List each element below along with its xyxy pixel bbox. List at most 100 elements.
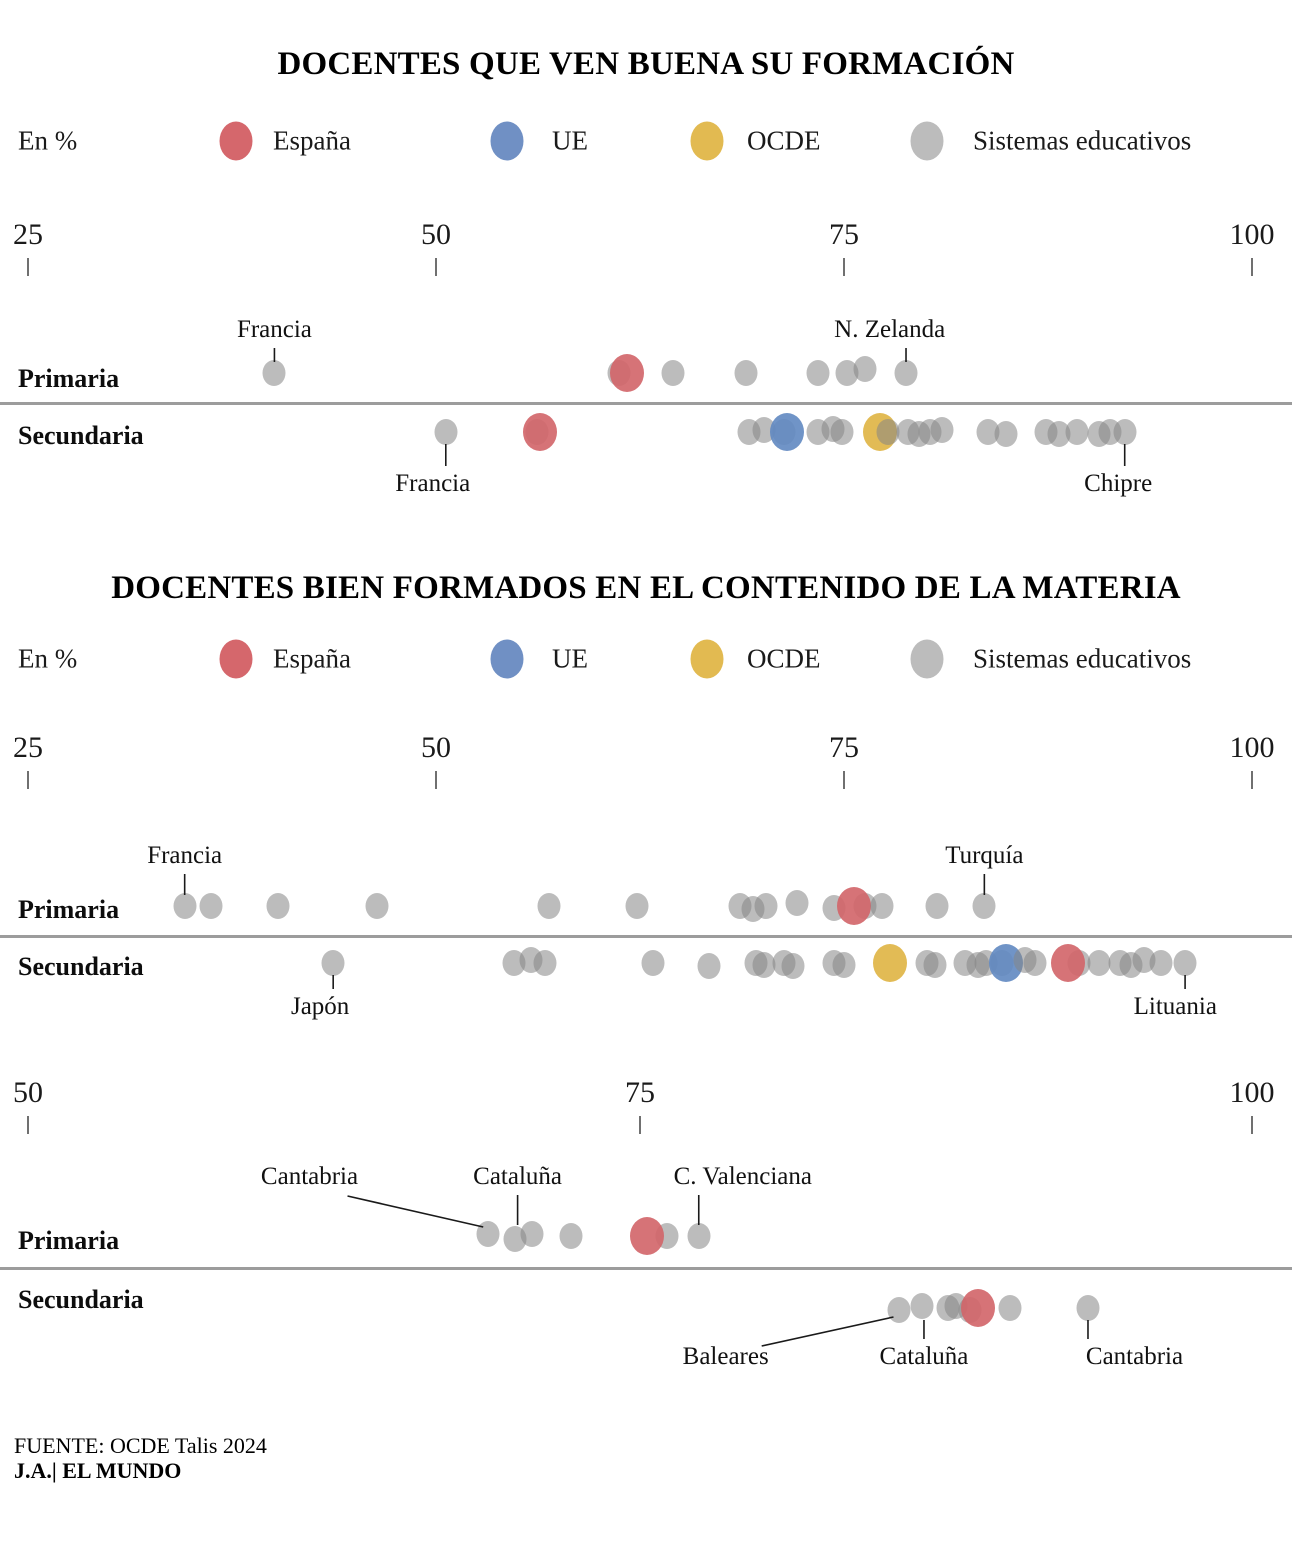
legend-dot-sistemas-educativos (910, 121, 944, 161)
data-point-sistema (173, 893, 197, 919)
chart1-title: DOCENTES QUE VEN BUENA SU FORMACIÓN (277, 46, 1015, 82)
legend-dot-sistemas-educativos (910, 639, 944, 679)
axis-tick-label: 25 (13, 218, 43, 251)
data-point-sistema (1047, 421, 1071, 447)
data-point-es (836, 887, 871, 925)
legend-label-ue: UE (552, 125, 588, 156)
data-point-sistema (734, 360, 758, 386)
annotation-francia: Francia (395, 470, 471, 497)
legend-unit-label: En % (18, 125, 78, 156)
data-point-sistema (533, 950, 557, 976)
data-point-ue (769, 413, 804, 451)
legend-label-ue: UE (552, 643, 588, 674)
data-point-sistema (559, 1223, 583, 1249)
legend-dot-ocde (690, 639, 724, 679)
legend-unit-label: En % (18, 643, 78, 674)
data-point-es (523, 413, 558, 451)
legend-dot-espa-a (219, 639, 253, 679)
data-point-sistema (476, 1221, 500, 1247)
annotation-catalu-a: Cataluña (473, 1163, 563, 1190)
row-divider (0, 935, 1292, 938)
annotation-c-valenciana: C. Valenciana (673, 1163, 813, 1190)
legend-label-sistemas-educativos: Sistemas educativos (973, 643, 1192, 674)
axis-tick-label: 75 (829, 218, 859, 251)
data-point-sistema (199, 893, 223, 919)
legend-label-espa-a: España (273, 125, 351, 156)
row-label-primaria: Primaria (18, 364, 120, 393)
annotation-cantabria: Cantabria (1085, 1343, 1184, 1370)
data-point-sistema (1149, 950, 1173, 976)
axis-tick (435, 258, 437, 276)
annotation-line (347, 1195, 484, 1228)
annotation-chipre: Chipre (1084, 470, 1153, 497)
data-point-sistema (321, 950, 345, 976)
data-point-sistema (1065, 419, 1089, 445)
data-point-es (630, 1217, 665, 1255)
legend-label-sistemas-educativos: Sistemas educativos (973, 125, 1192, 156)
axis-tick (27, 1116, 29, 1134)
data-point-sistema (785, 890, 809, 916)
data-point-sistema (876, 419, 900, 445)
data-point-sistema (752, 417, 776, 443)
legend-dot-ue (490, 639, 524, 679)
row-divider (0, 402, 1292, 405)
data-point-sistema (998, 1295, 1022, 1321)
source-note: FUENTE: OCDE Talis 2024 (14, 1433, 267, 1458)
annotation-lituania: Lituania (1133, 993, 1217, 1020)
data-point-sistema (434, 419, 458, 445)
data-point-sistema (537, 893, 561, 919)
annotation-francia: Francia (236, 316, 312, 343)
axis-tick-label: 100 (1229, 218, 1275, 251)
data-point-sistema (1087, 950, 1111, 976)
row-label-secundaria: Secundaria (18, 952, 144, 981)
data-point-sistema (994, 421, 1018, 447)
data-point-sistema (661, 360, 685, 386)
data-point-sistema (870, 893, 894, 919)
axis-tick (1251, 771, 1253, 789)
data-point-sistema (641, 950, 665, 976)
annotation-line (761, 1316, 894, 1347)
annotation-cantabria: Cantabria (260, 1163, 359, 1190)
data-point-sistema (1076, 1295, 1100, 1321)
axis-tick-label: 50 (421, 731, 451, 764)
data-point-sistema (687, 1223, 711, 1249)
legend-dot-ocde (690, 121, 724, 161)
axis-tick-label: 75 (829, 731, 859, 764)
credit-note: J.A.| EL MUNDO (14, 1458, 182, 1483)
data-point-sistema (781, 953, 805, 979)
annotation-baleares: Baleares (682, 1343, 769, 1370)
axis-tick-label: 25 (13, 731, 43, 764)
data-point-sistema (625, 893, 649, 919)
axis-tick (435, 771, 437, 789)
axis-tick-label: 75 (625, 1076, 655, 1109)
data-point-sistema (520, 1221, 544, 1247)
data-point-sistema (830, 419, 854, 445)
data-point-ocde (872, 944, 907, 982)
axis-tick-label: 50 (13, 1076, 43, 1109)
data-point-sistema (910, 1293, 934, 1319)
row-label-primaria: Primaria (18, 895, 120, 924)
data-point-sistema (894, 360, 918, 386)
row-label-secundaria: Secundaria (18, 421, 144, 450)
data-point-sistema (1023, 950, 1047, 976)
data-point-sistema (930, 417, 954, 443)
data-point-sistema (365, 893, 389, 919)
data-point-sistema (887, 1297, 911, 1323)
annotation-jap-n: Japón (290, 993, 350, 1020)
axis-tick-label: 100 (1229, 731, 1275, 764)
row-label-secundaria: Secundaria (18, 1285, 144, 1314)
data-point-es (609, 354, 644, 392)
data-point-sistema (806, 360, 830, 386)
data-point-sistema (925, 893, 949, 919)
axis-tick-label: 100 (1229, 1076, 1275, 1109)
annotation-francia: Francia (147, 842, 223, 869)
data-point-sistema (1113, 419, 1137, 445)
data-point-es (960, 1289, 995, 1327)
annotation-turqu-a: Turquía (945, 842, 1024, 869)
axis-tick-label: 50 (421, 218, 451, 251)
legend-label-ocde: OCDE (747, 125, 821, 156)
data-point-sistema (697, 953, 721, 979)
data-point-sistema (262, 360, 286, 386)
chart2-title: DOCENTES BIEN FORMADOS EN EL CONTENIDO D… (111, 570, 1181, 606)
data-point-sistema (266, 893, 290, 919)
